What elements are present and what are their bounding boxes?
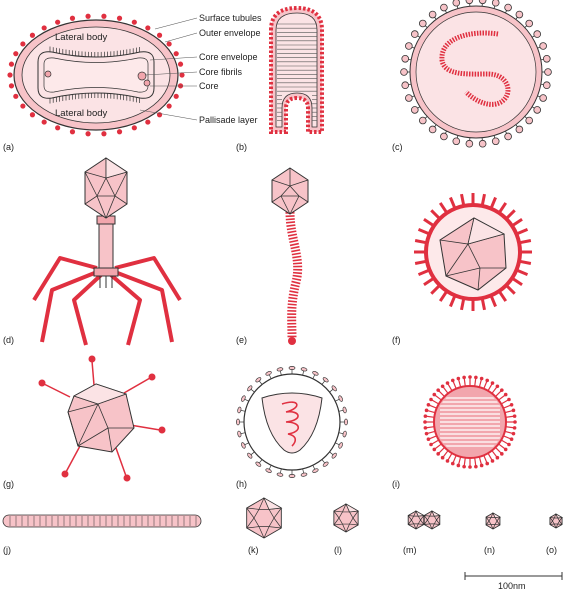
panel-label-c: (c)	[392, 142, 403, 152]
panel-label-k: (k)	[248, 545, 259, 555]
panel-label-i: (i)	[392, 479, 400, 489]
icosahedral-capsid	[423, 510, 441, 530]
small-icosahedral-viruses	[246, 497, 564, 539]
label-lateral-body-bottom: Lateral body	[55, 108, 108, 119]
panel-label-b: (b)	[236, 142, 247, 152]
virus-h-enveloped-complex	[236, 366, 348, 478]
virus-e-long-tail-phage	[271, 167, 309, 345]
nucleoid-coil	[281, 401, 300, 447]
icosahedral-capsid	[407, 510, 425, 530]
envelope-glycoprotein-fringe	[236, 366, 348, 478]
panel-label-e: (e)	[236, 335, 247, 345]
panel-label-m: (m)	[403, 545, 417, 555]
panel-labels: (a) (b) (c) (d) (e) (f) (g) (h) (i) (j) …	[3, 142, 557, 555]
nucleocapsid-stripes	[277, 23, 317, 121]
core-fibril-circle	[137, 71, 147, 81]
icosahedral-capsid	[549, 513, 564, 529]
scale-bar: 100nm	[464, 572, 563, 591]
virus-j-rod	[2, 514, 202, 528]
panel-label-l: (l)	[334, 545, 342, 555]
flexible-tail	[285, 211, 303, 339]
icosahedral-capsid	[485, 512, 502, 530]
panel-label-a: (a)	[3, 142, 14, 152]
panel-label-f: (f)	[392, 335, 401, 345]
virus-a-poxvirus: Lateral body Lateral body Surface tubule…	[7, 13, 262, 137]
scale-bar-label: 100nm	[498, 581, 526, 591]
panel-label-n: (n)	[484, 545, 495, 555]
label-core: Core	[199, 81, 219, 91]
panel-label-d: (d)	[3, 335, 14, 345]
panel-label-j: (j)	[3, 545, 11, 555]
label-pallisade-layer: Pallisade layer	[199, 115, 258, 125]
virus-c-enveloped-helical	[400, 0, 552, 148]
icosahedral-capsid	[333, 503, 360, 533]
icosahedral-capsid	[246, 497, 283, 539]
radial-spikes	[423, 375, 517, 469]
panel-label-g: (g)	[3, 479, 14, 489]
label-surface-tubules: Surface tubules	[199, 13, 262, 23]
surface-tubules-dots	[7, 13, 185, 137]
spike-knobs	[400, 0, 552, 148]
panel-label-h: (h)	[236, 479, 247, 489]
helical-nucleocapsid	[439, 30, 511, 107]
label-lateral-body-top: Lateral body	[55, 32, 108, 43]
label-core-envelope: Core envelope	[199, 52, 258, 62]
label-core-fibrils: Core fibrils	[199, 67, 243, 77]
panel-label-o: (o)	[546, 545, 557, 555]
virus-f-enveloped-icosahedral	[414, 193, 532, 311]
virus-g-adenovirus	[38, 355, 166, 482]
virus-d-bacteriophage	[32, 157, 182, 346]
virus-i-spherical	[423, 375, 517, 469]
label-outer-envelope: Outer envelope	[199, 28, 261, 38]
virus-b-bullet	[269, 5, 324, 134]
